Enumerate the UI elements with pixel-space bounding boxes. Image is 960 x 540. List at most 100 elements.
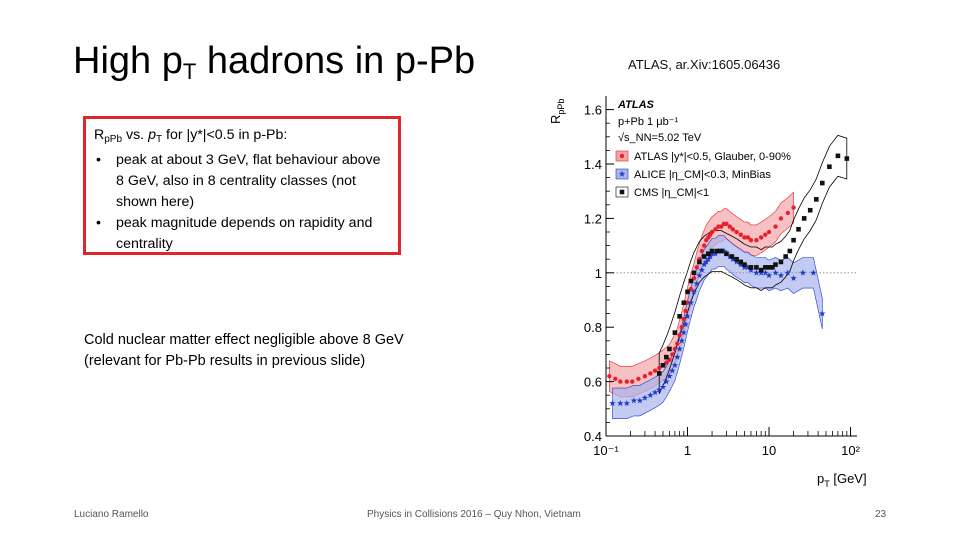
legend-header-luminosity: p+Pb 1 μb⁻¹	[618, 116, 678, 128]
legend-label: CMS |η_CM|<1	[634, 187, 709, 199]
cms-point	[672, 330, 678, 335]
cms-point	[766, 265, 772, 270]
cms-point	[813, 197, 819, 202]
cms-point	[660, 362, 666, 368]
alice-point	[790, 274, 797, 281]
cms-point	[709, 248, 715, 254]
alice-point	[680, 329, 687, 336]
atlas-point	[636, 376, 641, 382]
cms-point	[701, 254, 707, 259]
atlas-point	[679, 325, 684, 330]
footer-author: Luciano Ramello	[74, 509, 149, 520]
atlas-point	[791, 205, 796, 210]
atlas-point	[727, 224, 732, 229]
alice-point	[712, 250, 719, 257]
alice-point	[687, 299, 695, 306]
alice-point	[799, 269, 807, 276]
atlas-point	[681, 316, 686, 322]
atlas-point	[630, 379, 635, 384]
summary-bullets: • peak at about 3 GeV, flat behaviour abo…	[94, 150, 390, 255]
atlas-point	[648, 371, 653, 376]
alice-point	[762, 269, 769, 276]
cms-point	[729, 254, 735, 259]
alice-point	[703, 258, 710, 265]
alice-point	[684, 312, 691, 320]
alice-point	[678, 337, 685, 344]
alice-point	[810, 269, 817, 276]
y-tick-label: 0.4	[584, 429, 602, 444]
cms-point	[827, 164, 832, 170]
alice-point	[720, 247, 728, 254]
alice-point	[682, 321, 689, 328]
y-tick-label: 0.6	[584, 375, 602, 390]
atlas-point	[748, 237, 754, 243]
alice-point	[744, 264, 752, 271]
atlas-point	[685, 300, 690, 305]
atlas-point	[618, 379, 623, 384]
alice-point	[636, 397, 644, 404]
cms-point	[807, 207, 813, 213]
atlas-point	[763, 232, 768, 237]
x-axis-title: pT [GeV]	[817, 471, 867, 489]
alice-point	[784, 269, 791, 276]
cms-point	[770, 265, 775, 270]
alice-point	[737, 261, 744, 268]
cms-point	[619, 189, 625, 195]
cms-point	[796, 226, 801, 232]
atlas-point	[773, 224, 778, 229]
alice-point	[609, 400, 616, 407]
atlas-point	[738, 232, 743, 237]
cms-point	[738, 259, 744, 265]
cms-point	[656, 371, 662, 376]
alice-point	[747, 266, 755, 273]
atlas-uncertainty-band	[609, 191, 794, 398]
cms-point	[801, 216, 807, 221]
page-number: 23	[875, 509, 887, 520]
atlas-point	[754, 237, 759, 243]
alice-point	[674, 353, 681, 360]
alice-point	[729, 255, 737, 262]
x-tick-label: 10	[762, 443, 776, 458]
atlas-point	[766, 229, 772, 235]
alice-point	[676, 345, 683, 352]
cms-point	[791, 237, 796, 243]
x-tick-label: 10²	[841, 443, 860, 458]
cms-point	[697, 259, 702, 265]
alice-point	[690, 288, 698, 295]
alice-point	[671, 361, 679, 368]
alice-point	[630, 397, 638, 404]
atlas-point	[701, 243, 707, 248]
cms-point	[783, 254, 788, 259]
bullet-item: • peak at about 3 GeV, flat behaviour abo…	[96, 152, 381, 210]
atlas-point	[677, 333, 682, 338]
slide-title: High pT hadrons in p-Pb	[73, 40, 476, 84]
alice-point	[757, 269, 765, 276]
alice-point	[623, 400, 630, 407]
cms-point	[754, 265, 759, 270]
atlas-point	[745, 235, 751, 240]
cms-point	[719, 248, 724, 254]
atlas-point	[613, 376, 618, 382]
y-axis-title: RpPb	[548, 99, 566, 124]
cms-point	[787, 248, 793, 254]
alice-point	[733, 258, 740, 265]
cms-point	[691, 270, 697, 276]
y-tick-label: 0.8	[584, 320, 602, 335]
alice-uncertainty-band	[612, 235, 823, 419]
y-tick-label: 1.4	[584, 157, 602, 172]
alice-point	[696, 272, 703, 279]
alice-point	[708, 250, 716, 257]
x-tick-label: 10⁻¹	[593, 443, 619, 458]
cms-point	[724, 251, 729, 257]
cms-point	[734, 256, 739, 262]
alice-point	[669, 367, 676, 374]
legend-header-energy: √s_NN=5.02 TeV	[618, 132, 702, 144]
atlas-point	[778, 216, 784, 221]
atlas-point	[694, 265, 700, 270]
cms-point	[778, 259, 784, 265]
alice-point	[618, 170, 626, 177]
alice-point	[651, 389, 659, 396]
y-tick-label: 1.6	[584, 103, 602, 118]
cms-point	[742, 262, 747, 267]
alice-point	[772, 269, 779, 276]
